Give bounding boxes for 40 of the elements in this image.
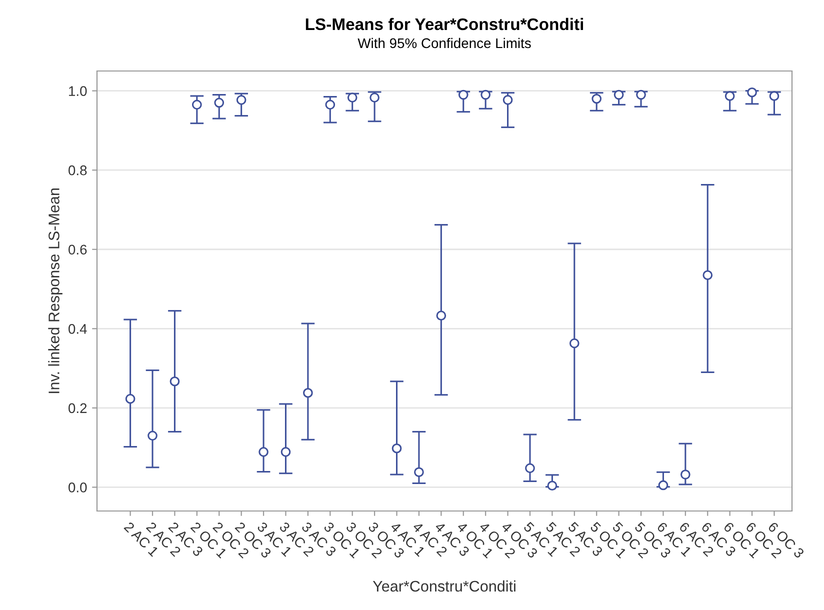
point bbox=[303, 388, 313, 398]
y-tick-label: 0.8 bbox=[68, 165, 87, 176]
y-tick-label: 0.0 bbox=[68, 482, 87, 492]
point bbox=[547, 480, 558, 491]
point bbox=[680, 470, 690, 480]
point bbox=[480, 90, 491, 100]
x-axis-title: Year*Constru*Conditi bbox=[372, 580, 516, 592]
point bbox=[148, 430, 158, 441]
point bbox=[769, 91, 780, 101]
point bbox=[214, 98, 224, 108]
y-tick-label: 0.4 bbox=[68, 324, 87, 334]
point bbox=[436, 310, 446, 321]
y-tick-label: 1.0 bbox=[69, 86, 87, 96]
point bbox=[392, 443, 402, 454]
point bbox=[569, 338, 580, 348]
point bbox=[370, 92, 380, 102]
point bbox=[658, 480, 668, 490]
point bbox=[192, 100, 202, 110]
chart-subtitle: With 95% Confidence Limits bbox=[358, 38, 531, 48]
point bbox=[636, 90, 646, 100]
point bbox=[125, 394, 136, 404]
y-axis-title: Inv. linked Response LS-Mean bbox=[48, 188, 62, 394]
point bbox=[747, 87, 757, 98]
point bbox=[414, 467, 424, 478]
point bbox=[347, 92, 358, 102]
point bbox=[702, 270, 713, 280]
point bbox=[258, 447, 268, 457]
point bbox=[170, 376, 180, 386]
point bbox=[280, 447, 291, 457]
y-tick-label: 0.2 bbox=[68, 403, 87, 414]
point bbox=[236, 95, 246, 105]
point bbox=[724, 91, 735, 101]
point bbox=[325, 100, 336, 110]
point bbox=[458, 90, 468, 100]
point bbox=[592, 94, 602, 104]
y-tick-label: 0.6 bbox=[68, 244, 87, 255]
chart-title: LS-Means for Year*Constru*Conditi bbox=[306, 18, 584, 30]
point bbox=[502, 95, 513, 105]
point bbox=[525, 463, 535, 474]
point bbox=[614, 90, 624, 100]
